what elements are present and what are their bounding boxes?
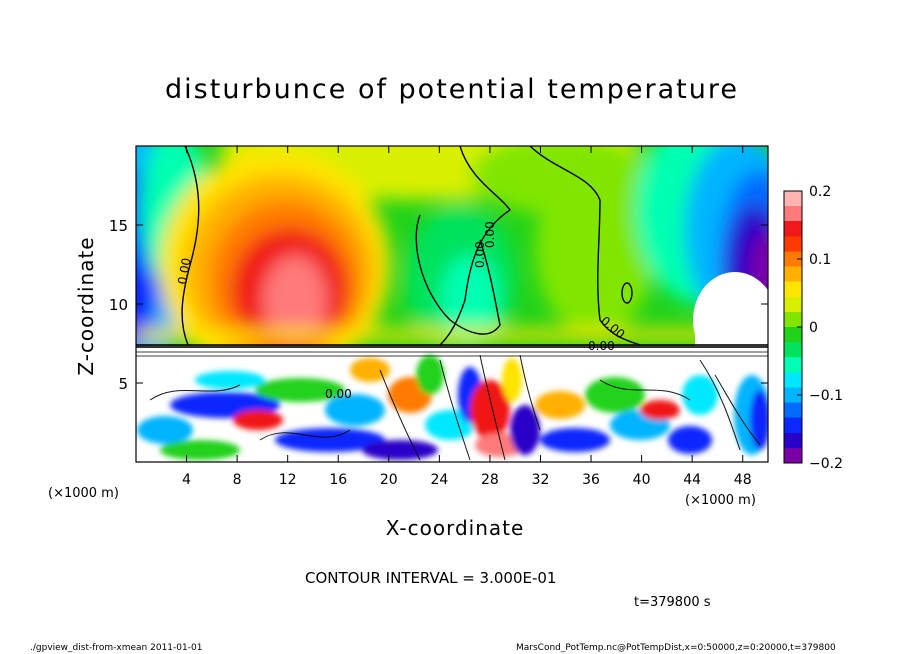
warm-blob (263, 255, 327, 345)
turb-blob (540, 428, 610, 452)
turb-blob (160, 440, 240, 460)
lower-contours (149, 354, 761, 461)
footer-script-info: ./gpview_dist-from-xmean 2011-01-01 (30, 643, 203, 653)
turb-blob (255, 378, 345, 402)
x-tick-label: 32 (532, 472, 550, 488)
heat-blob (535, 165, 655, 335)
turb-blob (640, 400, 680, 420)
turb-blob (350, 358, 390, 382)
contour-loop (621, 282, 633, 304)
x-tick-label: 12 (279, 472, 297, 488)
colorbar-ticks: 0.2 0.1 0 −0.1 −0.2 (797, 184, 843, 472)
turb-blob (668, 426, 712, 454)
inversion-line (136, 344, 768, 348)
x-tick-label: 40 (633, 472, 651, 488)
x-tick-label: 4 (182, 472, 191, 488)
colorbar-tick-label: −0.1 (809, 388, 843, 404)
saturated-region (695, 320, 768, 348)
turb-blob (535, 391, 585, 419)
contour-line (529, 146, 641, 346)
y-tick-label: 5 (118, 375, 128, 393)
turb-blob (325, 394, 385, 426)
contour-label: 0.00 (325, 387, 352, 401)
footer-data-source: MarsCond_PotTemp.nc@PotTempDist,x=0:5000… (516, 643, 836, 653)
contour-interval-note: CONTOUR INTERVAL = 3.000E-01 (305, 569, 557, 587)
turb-blob (416, 355, 444, 395)
colorbar-tick-label: −0.2 (809, 456, 843, 472)
turb-blob (585, 377, 645, 413)
turb-blob (510, 405, 540, 455)
contour-label: 0.00 (473, 241, 487, 268)
x-tick-label: 16 (329, 472, 347, 488)
x-tick-label: 8 (233, 472, 242, 488)
turb-blob (275, 428, 385, 452)
heatmap-field (136, 146, 768, 462)
colorbar-tick-label: 0.1 (809, 252, 831, 268)
inversion-contours (136, 351, 768, 357)
turb-blob (137, 416, 193, 444)
time-stamp: t=379800 s (634, 595, 711, 610)
x-axis: 4 8 12 16 20 24 28 32 36 40 44 48 (182, 146, 752, 488)
x-tick-label: 44 (683, 472, 701, 488)
turb-blob (362, 440, 438, 460)
x-tick-label: 36 (582, 472, 600, 488)
contour-label: 0.00 (588, 339, 615, 353)
colorbar-tick-label: 0 (809, 320, 818, 336)
y-tick-label: 15 (109, 217, 128, 235)
turb-blob (195, 371, 265, 389)
x-axis-unit-right: (×1000 m) (685, 493, 756, 508)
turb-blob (750, 390, 768, 450)
contour-line (181, 146, 200, 346)
zero-contours (181, 146, 641, 346)
x-axis-unit-left: (×1000 m) (48, 486, 119, 501)
chart-title: disturbunce of potential temperature (165, 74, 739, 105)
turb-blob (502, 358, 522, 402)
cool-blob (440, 255, 500, 345)
turb-blob (425, 410, 475, 440)
turb-blob (470, 380, 510, 440)
x-tick-label: 24 (430, 472, 448, 488)
x-tick-label: 28 (481, 472, 499, 488)
turb-blob (682, 375, 718, 415)
y-tick-label: 10 (109, 296, 128, 314)
lower-layer-blobs (137, 355, 768, 460)
contour-label: 0.00 (483, 221, 497, 248)
colorbar-tick-label: 0.2 (809, 184, 831, 200)
contour-label: 0.00 (175, 257, 193, 286)
x-tick-label: 48 (734, 472, 752, 488)
y-axis: 5 10 15 (109, 217, 768, 393)
x-tick-label: 20 (380, 472, 398, 488)
contour-line (149, 354, 761, 461)
contour-line (415, 214, 501, 335)
x-axis-label: X-coordinate (385, 516, 525, 540)
upper-layer-blobs (136, 146, 768, 380)
turb-blob (233, 410, 283, 430)
contour-line (439, 146, 511, 346)
